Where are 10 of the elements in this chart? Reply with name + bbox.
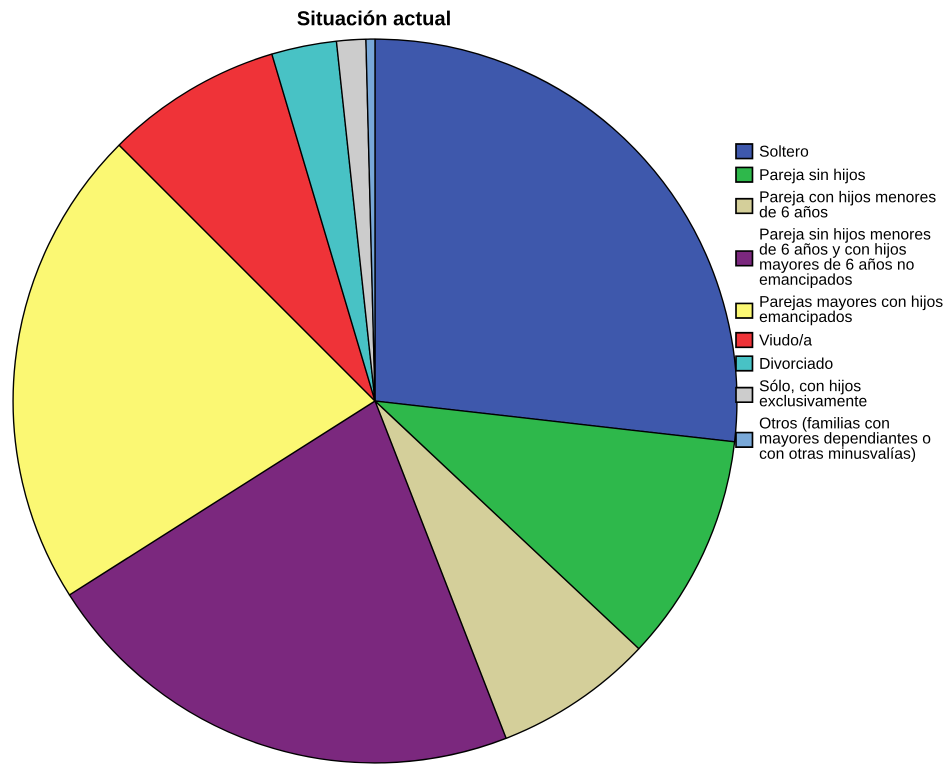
legend-label: Pareja con hijos menores de 6 años <box>760 190 936 218</box>
legend-label: Parejas mayores con hijos emancipados <box>760 296 943 326</box>
legend-label: Soltero <box>760 145 808 157</box>
legend-label: Divorciado <box>760 357 833 369</box>
legend-label: Pareja sin hijos menores de 6 años y con hijos mayores de 6 años no emancipados <box>760 228 930 288</box>
legend-label: Otros (familias con mayores dependiantes o con otras minusvalías) <box>760 417 930 462</box>
legend-label: Sólo, con hijos exclusivamente <box>760 380 867 406</box>
legend-label: Pareja sin hijos <box>760 168 865 184</box>
legend-label: Viudo/a <box>759 334 812 346</box>
chart-title: Situación actual <box>297 10 450 26</box>
